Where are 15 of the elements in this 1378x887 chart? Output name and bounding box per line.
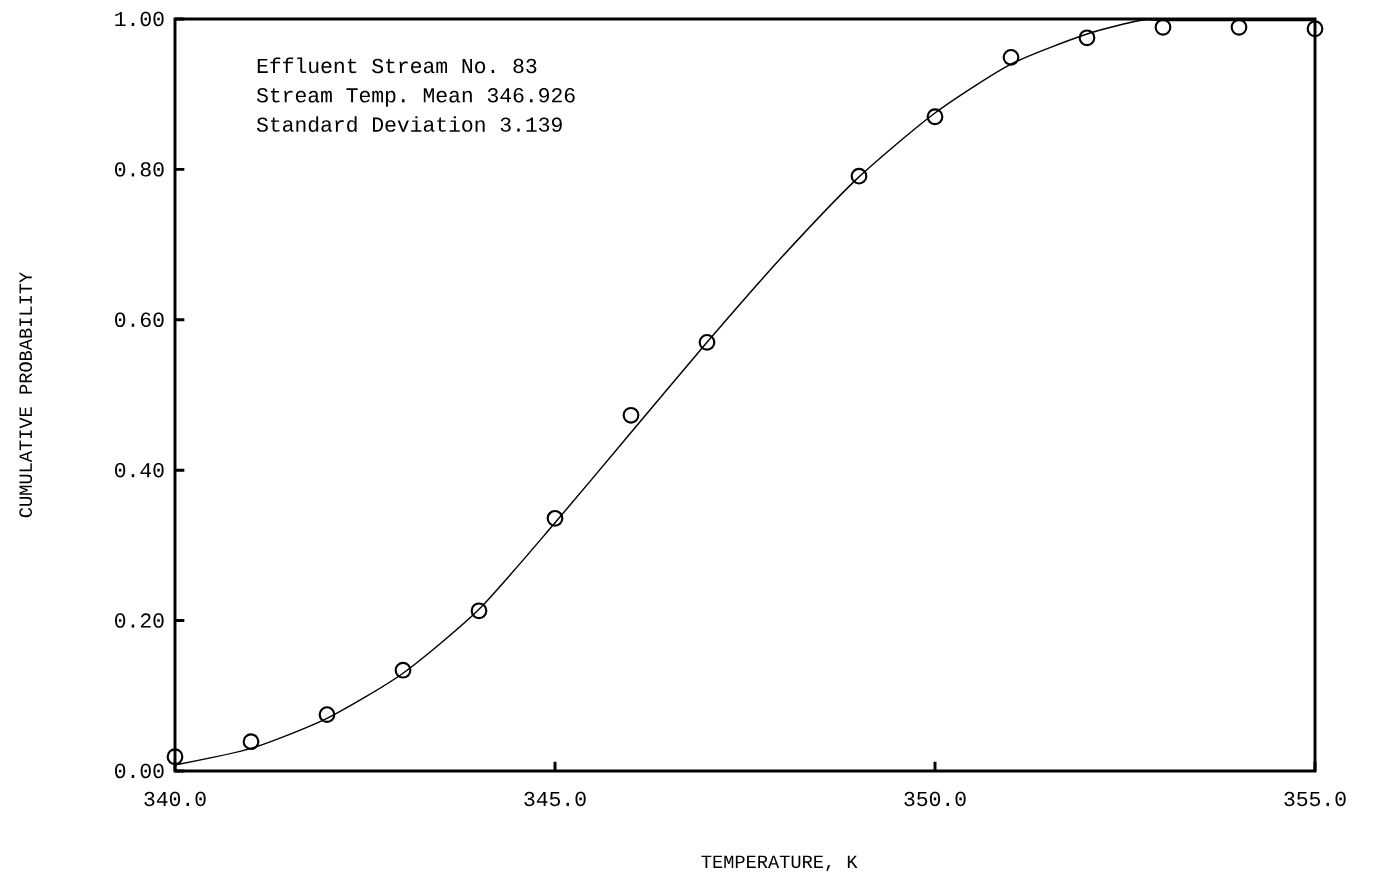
y-tick-label: 0.20	[115, 613, 164, 628]
x-tick-label: 350.0	[904, 791, 966, 807]
y-tick-label: 0.60	[115, 312, 164, 328]
y-tick-label: 0.80	[115, 162, 164, 177]
y-tick-label: 1.00	[115, 11, 164, 27]
x-tick-label: 340.0	[144, 791, 206, 807]
annotation: Stream Temp. Mean 346.926	[256, 88, 575, 107]
y-tick-label: 0.00	[115, 763, 164, 779]
x-tick-label: 355.0	[1284, 791, 1346, 807]
annotation: Standard Deviation 3.139	[256, 116, 562, 132]
y-axis-title: CUMULATIVE PROBABILITY	[19, 272, 33, 518]
y-tick-label: 0.40	[115, 462, 164, 478]
x-tick-label: 345.0	[524, 791, 586, 807]
x-axis-title: TEMPERATURE, K	[701, 855, 858, 872]
annotation: Effluent Stream No. 83	[257, 57, 537, 74]
